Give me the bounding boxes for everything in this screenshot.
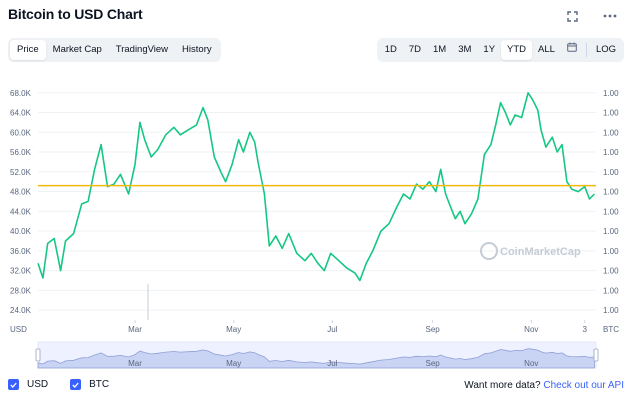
tab-market-cap[interactable]: Market Cap	[52, 44, 102, 55]
navigator-tick-label: Nov	[524, 359, 538, 368]
y-tick-label: 48.0K	[10, 188, 32, 197]
right-tick-label: 1.00	[603, 267, 619, 276]
range-1m[interactable]: 1M	[433, 44, 447, 55]
y-tick-label: 56.0K	[10, 148, 32, 157]
x-tick-label: Jul	[327, 325, 337, 334]
expand-icon[interactable]	[564, 8, 580, 24]
y-tick-label: 64.0K	[10, 109, 32, 118]
x-tick-label: Sep	[426, 325, 441, 334]
api-promo: Want more data? Check out our API	[464, 380, 624, 391]
legend-btc-label: BTC	[89, 379, 110, 390]
chart-title: Bitcoin to USD Chart	[8, 6, 143, 22]
y-tick-label: 36.0K	[10, 247, 32, 256]
right-axis-label: BTC	[603, 325, 619, 334]
x-tick-label: Mar	[128, 325, 142, 334]
right-tick-label: 1.00	[603, 168, 619, 177]
right-tick-label: 1.00	[603, 128, 619, 137]
x-tick-label: Nov	[524, 325, 538, 334]
legend-usd[interactable]: USD	[8, 379, 48, 390]
y-tick-label: 24.0K	[10, 306, 32, 315]
right-tick-label: 1.00	[603, 227, 619, 236]
y-tick-label: 40.0K	[10, 227, 32, 236]
right-tick-label: 1.00	[603, 247, 619, 256]
right-tick-label: 1.00	[603, 109, 619, 118]
watermark-logo-icon	[480, 242, 498, 260]
x-tick-label: May	[226, 325, 241, 334]
x-tick-label: 3	[582, 325, 587, 334]
y-tick-label: 68.0K	[10, 89, 32, 98]
navigator-tick-label: Jul	[327, 359, 337, 368]
legend-btc[interactable]: BTC	[70, 379, 109, 390]
right-tick-label: 1.00	[603, 188, 619, 197]
range-1d[interactable]: 1D	[384, 44, 397, 55]
range-divider	[585, 43, 587, 57]
navigator-tick-label: Mar	[128, 359, 142, 368]
promo-text: Want more data?	[464, 380, 541, 391]
right-tick-label: 1.00	[603, 286, 619, 295]
navigator-tick-label: Sep	[426, 359, 441, 368]
log-scale-toggle[interactable]: LOG	[595, 44, 616, 55]
navigator-series	[37, 348, 595, 369]
y-tick-label: 28.0K	[10, 286, 32, 295]
range-7d[interactable]: 7D	[408, 44, 421, 55]
api-link[interactable]: Check out our API	[543, 380, 624, 391]
more-dots-icon[interactable]	[602, 8, 618, 24]
range-all[interactable]: ALL	[538, 44, 555, 55]
btc-checkbox[interactable]	[70, 379, 82, 390]
chart-type-tabs: Price Market Cap TradingView History	[8, 38, 221, 62]
tab-history[interactable]: History	[182, 44, 212, 55]
range-3m[interactable]: 3M	[458, 44, 472, 55]
right-tick-label: 1.00	[603, 148, 619, 157]
navigator-handle-right[interactable]	[593, 348, 599, 362]
navigator-tick-label: May	[226, 359, 241, 368]
navigator-handle-left[interactable]	[35, 348, 41, 362]
watermark: CoinMarketCap	[480, 242, 581, 260]
right-tick-label: 1.00	[603, 207, 619, 216]
y-tick-label: 32.0K	[10, 267, 32, 276]
y-axis-label: USD	[10, 325, 27, 334]
range-1y[interactable]: 1Y	[483, 44, 496, 55]
usd-checkbox[interactable]	[8, 379, 19, 390]
right-tick-label: 1.00	[603, 306, 619, 315]
watermark-text: CoinMarketCap	[500, 246, 581, 258]
time-range-selector: 1D 7D 1M 3M 1Y YTD ALL LOG	[376, 38, 624, 62]
price-line	[37, 92, 595, 282]
y-tick-label: 60.0K	[10, 128, 32, 137]
tab-tradingview[interactable]: TradingView	[115, 44, 169, 55]
range-ytd[interactable]: YTD	[501, 40, 533, 60]
right-tick-label: 1.00	[603, 89, 619, 98]
calendar-icon[interactable]	[561, 40, 583, 60]
tab-price[interactable]: Price	[10, 40, 46, 60]
y-tick-label: 44.0K	[10, 207, 32, 216]
y-tick-label: 52.0K	[10, 168, 32, 177]
legend-usd-label: USD	[27, 379, 49, 390]
